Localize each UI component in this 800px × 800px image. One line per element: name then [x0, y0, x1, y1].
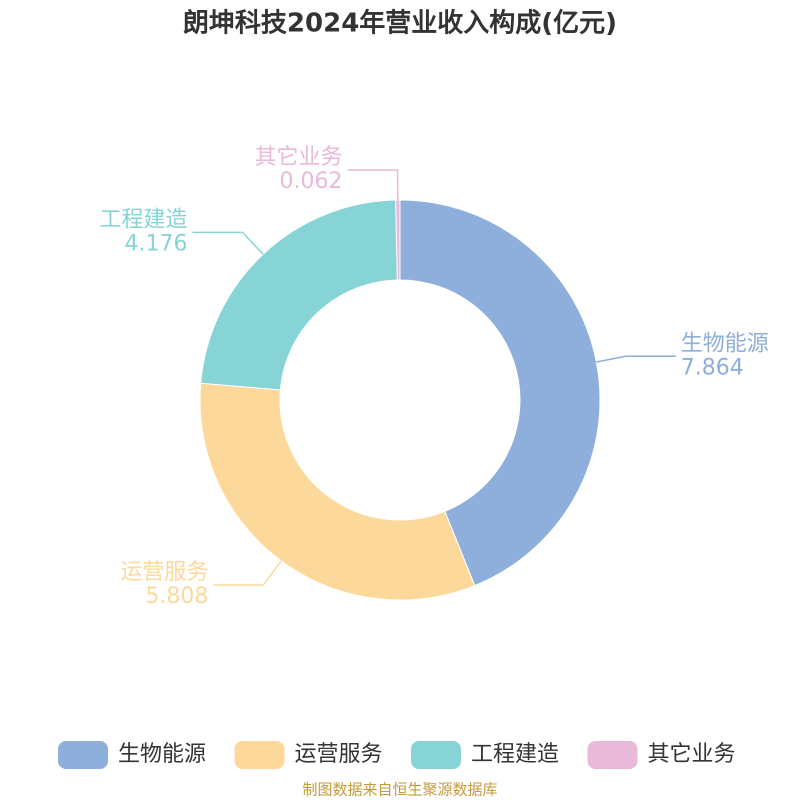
- legend-swatch: [58, 741, 108, 769]
- donut-slice: [395, 199, 401, 281]
- data-label-name: 其它业务: [254, 145, 342, 170]
- data-label-name: 运营服务: [120, 560, 208, 585]
- legend-label: 其它业务: [648, 742, 736, 767]
- legend-label: 生物能源: [118, 742, 206, 767]
- legend-swatch: [234, 741, 285, 769]
- leader-line: [596, 355, 676, 363]
- leader-line: [213, 560, 282, 586]
- donut-slice: [399, 199, 601, 587]
- data-label-value: 4.176: [125, 231, 188, 256]
- data-label-name: 生物能源: [681, 331, 769, 356]
- source-note: 制图数据来自恒生聚源数据库: [302, 781, 497, 799]
- legend-label: 工程建造: [471, 742, 559, 767]
- data-label-name: 工程建造: [99, 207, 187, 232]
- leader-line: [347, 169, 399, 201]
- data-label-value: 0.062: [280, 169, 343, 194]
- legend-label: 运营服务: [295, 742, 383, 767]
- donut-slice: [199, 382, 476, 601]
- chart-title: 朗坤科技2024年营业收入构成(亿元): [183, 8, 617, 39]
- data-label-value: 7.864: [681, 355, 744, 380]
- data-label-value: 5.808: [145, 584, 208, 609]
- leader-line: [192, 231, 264, 255]
- legend-swatch: [587, 741, 638, 769]
- legend-swatch: [411, 741, 461, 769]
- donut-slice: [200, 199, 398, 391]
